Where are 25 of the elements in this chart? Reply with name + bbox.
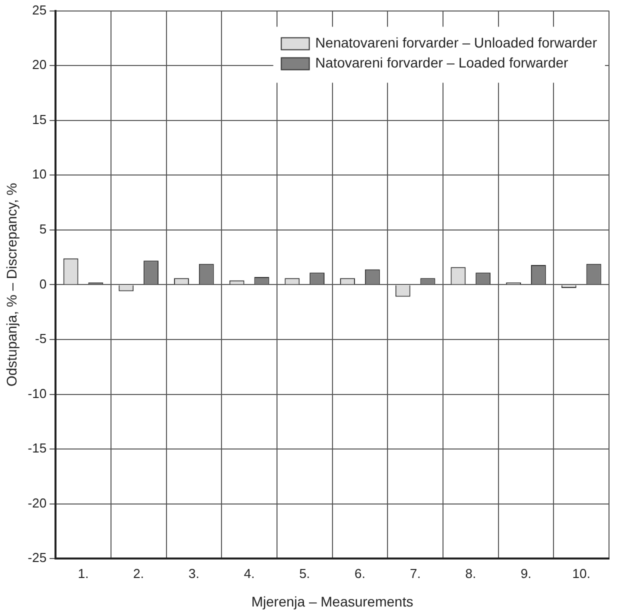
y-tick-label: 20 xyxy=(32,57,47,72)
y-tick-label: 5 xyxy=(39,222,47,236)
y-tick-label: -20 xyxy=(28,495,47,510)
x-tick-label: 1. xyxy=(78,566,89,581)
x-tick-label: 2. xyxy=(133,566,144,581)
y-tick-label: 0 xyxy=(39,276,47,292)
x-tick-label: 10. xyxy=(572,566,590,581)
y-tick-label: -15 xyxy=(28,440,47,456)
y-tick-label: -25 xyxy=(28,550,47,566)
y-tick-label: 15 xyxy=(32,112,47,127)
x-tick-label: 3. xyxy=(188,566,200,581)
y-tick-label: -10 xyxy=(28,386,47,401)
x-tick-label: 4. xyxy=(244,566,255,581)
y-tick-label: -5 xyxy=(35,331,47,346)
y-tick-label: 25 xyxy=(32,2,47,18)
x-tick-label: 7. xyxy=(410,566,421,581)
x-tick-label: 9. xyxy=(520,566,532,581)
x-tick-label: 5. xyxy=(299,566,310,581)
legend-label: Nenatovareni forvarder – Unloaded forwarder xyxy=(315,34,598,51)
x-axis-title: Mjerenja – Measurements xyxy=(251,593,414,610)
x-tick-label: 6. xyxy=(354,566,366,581)
y-axis-title: Odstupanja, % – Discrepancy, % xyxy=(3,182,20,387)
y-tick-label: 10 xyxy=(32,166,47,182)
x-tick-label: 8. xyxy=(465,566,476,581)
legend-label: Natovareni forvarder – Loaded forwarder xyxy=(315,54,569,71)
